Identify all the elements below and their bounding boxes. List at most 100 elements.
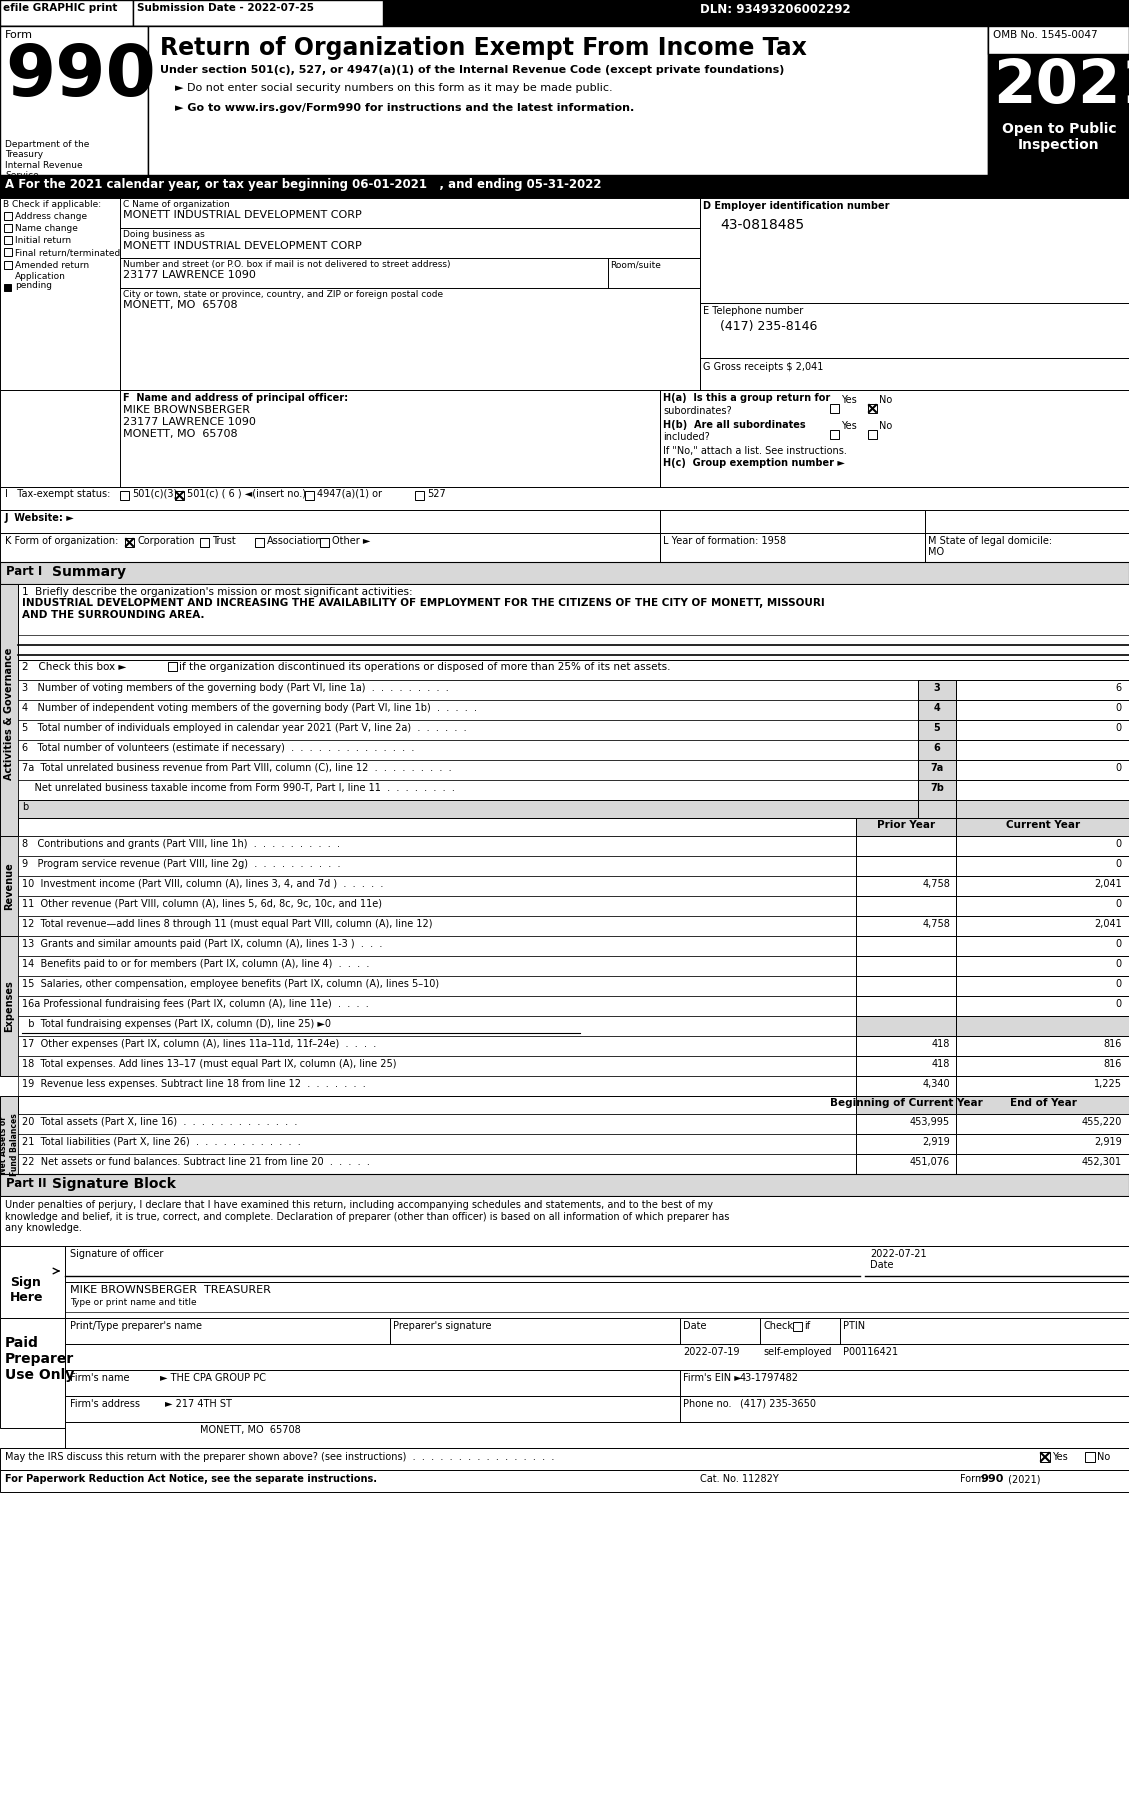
Bar bbox=[956, 976, 1129, 996]
Bar bbox=[988, 25, 1129, 174]
Bar bbox=[609, 258, 700, 288]
Bar bbox=[0, 1246, 65, 1319]
Bar bbox=[0, 562, 1129, 584]
Bar bbox=[0, 486, 1129, 510]
Text: 501(c)(3): 501(c)(3) bbox=[132, 490, 177, 499]
Text: Firm's EIN ►: Firm's EIN ► bbox=[683, 1373, 742, 1382]
Text: L Year of formation: 1958: L Year of formation: 1958 bbox=[663, 535, 786, 546]
Text: J  Website: ►: J Website: ► bbox=[5, 513, 75, 522]
Text: Beginning of Current Year: Beginning of Current Year bbox=[830, 1097, 982, 1108]
Text: H(b)  Are all subordinates: H(b) Are all subordinates bbox=[663, 421, 806, 430]
Text: 2,919: 2,919 bbox=[922, 1137, 949, 1146]
Bar bbox=[18, 896, 1129, 916]
Bar bbox=[918, 740, 956, 760]
Text: 501(c) ( 6 ) ◄(insert no.): 501(c) ( 6 ) ◄(insert no.) bbox=[187, 490, 306, 499]
Text: 17  Other expenses (Part IX, column (A), lines 11a–11d, 11f–24e)  .  .  .  .: 17 Other expenses (Part IX, column (A), … bbox=[21, 1039, 376, 1048]
Bar bbox=[0, 1174, 1129, 1195]
Bar bbox=[5, 223, 12, 232]
Text: Firm's address: Firm's address bbox=[70, 1399, 140, 1409]
Text: 15  Salaries, other compensation, employee benefits (Part IX, column (A), lines : 15 Salaries, other compensation, employe… bbox=[21, 980, 439, 989]
Text: 816: 816 bbox=[1104, 1039, 1122, 1048]
Text: Final return/terminated: Final return/terminated bbox=[15, 249, 121, 258]
Bar bbox=[0, 936, 18, 1076]
Text: MIKE BROWNSBERGER  TREASURER: MIKE BROWNSBERGER TREASURER bbox=[70, 1284, 271, 1295]
Text: Association: Association bbox=[266, 535, 323, 546]
Text: self-employed: self-employed bbox=[763, 1348, 831, 1357]
Text: Date: Date bbox=[870, 1261, 893, 1270]
Text: 527: 527 bbox=[427, 490, 446, 499]
Text: if the organization discontinued its operations or disposed of more than 25% of : if the organization discontinued its ope… bbox=[180, 662, 671, 671]
Text: subordinates?: subordinates? bbox=[663, 406, 732, 415]
Text: 22  Net assets or fund balances. Subtract line 21 from line 20  .  .  .  .  .: 22 Net assets or fund balances. Subtract… bbox=[21, 1157, 370, 1166]
Text: 1,225: 1,225 bbox=[1094, 1079, 1122, 1088]
Text: Date: Date bbox=[683, 1321, 707, 1331]
Bar bbox=[0, 533, 1129, 562]
Text: 0: 0 bbox=[1115, 980, 1122, 989]
Text: Check: Check bbox=[763, 1321, 793, 1331]
Text: MONETT INDUSTRIAL DEVELOPMENT CORP: MONETT INDUSTRIAL DEVELOPMENT CORP bbox=[123, 241, 361, 250]
Text: 7a: 7a bbox=[930, 764, 944, 773]
Bar bbox=[868, 405, 877, 414]
Bar bbox=[0, 25, 1129, 174]
Bar bbox=[856, 1114, 956, 1134]
Bar bbox=[868, 430, 877, 439]
Bar bbox=[956, 876, 1129, 896]
Text: Other ►: Other ► bbox=[332, 535, 370, 546]
Bar bbox=[956, 680, 1129, 700]
Bar bbox=[18, 680, 1129, 700]
Bar bbox=[18, 836, 1129, 856]
Bar bbox=[830, 430, 839, 439]
Text: 2,919: 2,919 bbox=[1094, 1137, 1122, 1146]
Text: 12  Total revenue—add lines 8 through 11 (must equal Part VIII, column (A), line: 12 Total revenue—add lines 8 through 11 … bbox=[21, 920, 432, 929]
Text: D Employer identification number: D Employer identification number bbox=[703, 201, 890, 210]
Text: Summary: Summary bbox=[52, 564, 126, 579]
Text: Preparer's signature: Preparer's signature bbox=[393, 1321, 491, 1331]
Text: Return of Organization Exempt From Income Tax: Return of Organization Exempt From Incom… bbox=[160, 36, 807, 60]
Bar bbox=[856, 976, 956, 996]
Bar bbox=[956, 760, 1129, 780]
Text: 6: 6 bbox=[1115, 684, 1122, 693]
Bar bbox=[0, 1096, 18, 1194]
Text: Phone no.: Phone no. bbox=[683, 1399, 732, 1409]
Bar bbox=[956, 916, 1129, 936]
Text: ► Go to www.irs.gov/Form990 for instructions and the latest information.: ► Go to www.irs.gov/Form990 for instruct… bbox=[175, 103, 634, 112]
Text: pending: pending bbox=[15, 281, 52, 290]
Text: 23177 LAWRENCE 1090: 23177 LAWRENCE 1090 bbox=[123, 270, 256, 279]
Bar bbox=[18, 1114, 1129, 1134]
Text: 23177 LAWRENCE 1090: 23177 LAWRENCE 1090 bbox=[123, 417, 256, 426]
Text: MONETT, MO  65708: MONETT, MO 65708 bbox=[200, 1426, 300, 1435]
Text: 4,758: 4,758 bbox=[922, 880, 949, 889]
Text: ► Do not enter social security numbers on this form as it may be made public.: ► Do not enter social security numbers o… bbox=[175, 83, 613, 93]
Text: 2022-07-19: 2022-07-19 bbox=[683, 1348, 739, 1357]
Text: OMB No. 1545-0047: OMB No. 1545-0047 bbox=[994, 31, 1097, 40]
Text: (2021): (2021) bbox=[1005, 1475, 1041, 1484]
Bar bbox=[660, 510, 925, 562]
Bar bbox=[200, 539, 209, 548]
Bar bbox=[918, 700, 956, 720]
Bar bbox=[956, 700, 1129, 720]
Text: Type or print name and title: Type or print name and title bbox=[70, 1299, 196, 1308]
Text: 2,041: 2,041 bbox=[1094, 880, 1122, 889]
Bar bbox=[956, 996, 1129, 1016]
Text: 0: 0 bbox=[1115, 940, 1122, 949]
Bar bbox=[856, 1154, 956, 1174]
Bar bbox=[168, 662, 177, 671]
Bar bbox=[0, 836, 18, 936]
Text: 0: 0 bbox=[1115, 724, 1122, 733]
Text: 4: 4 bbox=[934, 704, 940, 713]
Text: Yes: Yes bbox=[841, 421, 857, 432]
Bar bbox=[956, 896, 1129, 916]
Text: 0: 0 bbox=[1115, 960, 1122, 969]
Bar bbox=[700, 303, 1129, 357]
Text: 4947(a)(1) or: 4947(a)(1) or bbox=[317, 490, 382, 499]
Bar bbox=[956, 936, 1129, 956]
Bar bbox=[856, 936, 956, 956]
Bar bbox=[956, 800, 1129, 818]
Bar bbox=[0, 0, 133, 25]
Text: 1  Briefly describe the organization's mission or most significant activities:: 1 Briefly describe the organization's mi… bbox=[21, 588, 412, 597]
Bar bbox=[18, 818, 1129, 836]
Text: Number and street (or P.O. box if mail is not delivered to street address): Number and street (or P.O. box if mail i… bbox=[123, 259, 450, 268]
Text: MONETT INDUSTRIAL DEVELOPMENT CORP: MONETT INDUSTRIAL DEVELOPMENT CORP bbox=[123, 210, 361, 219]
Text: (417) 235-3650: (417) 235-3650 bbox=[739, 1399, 816, 1409]
Bar bbox=[1040, 1451, 1050, 1462]
